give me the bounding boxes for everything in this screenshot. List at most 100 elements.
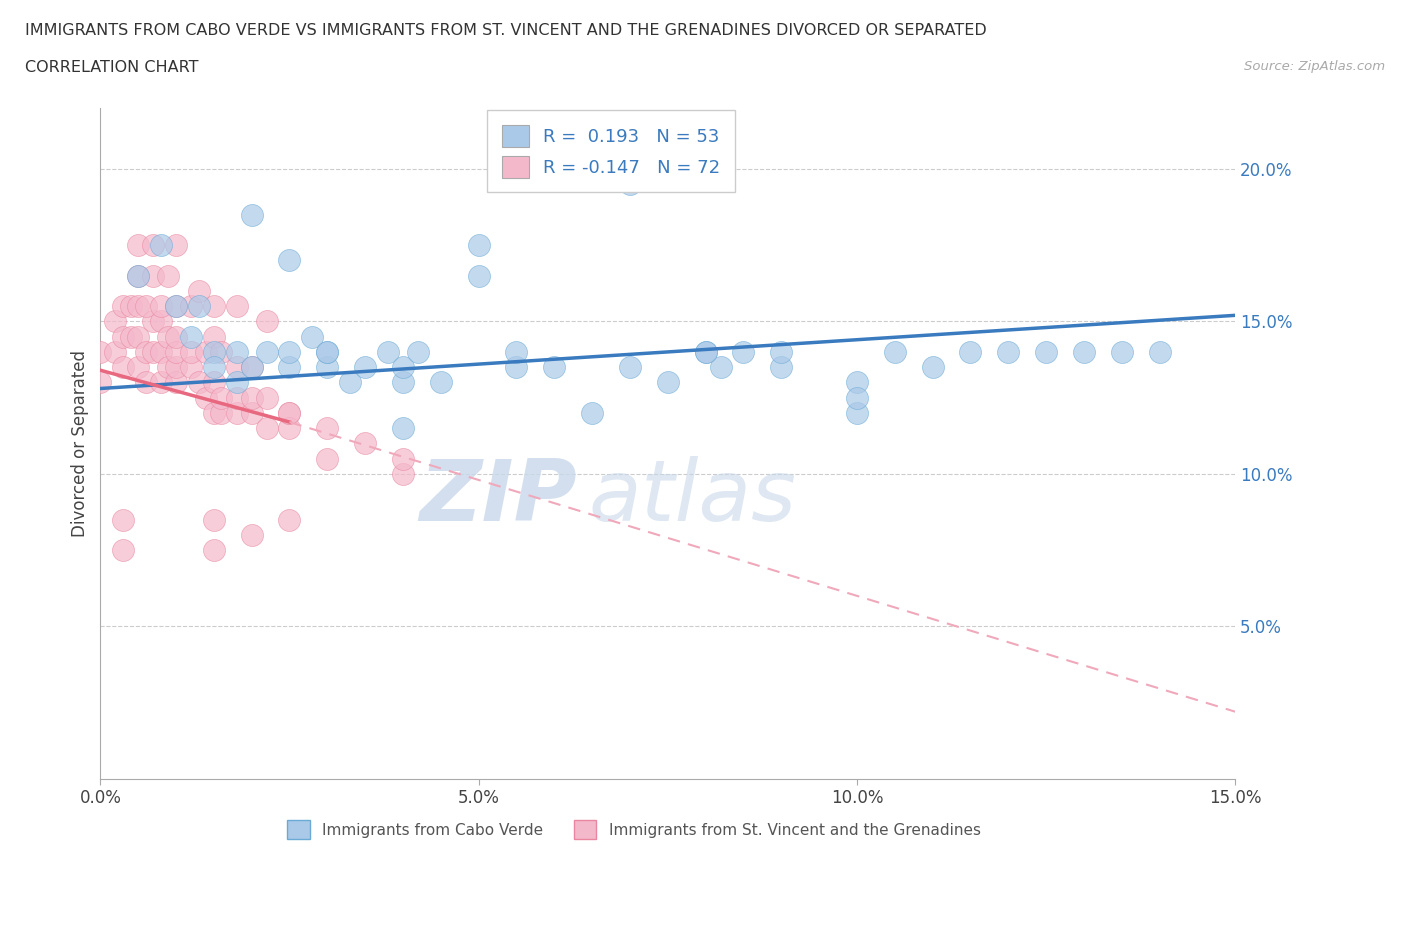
Text: ZIP: ZIP — [419, 456, 576, 538]
Point — [733, 344, 755, 359]
Point — [187, 375, 209, 390]
Point — [202, 329, 225, 344]
Point — [278, 420, 301, 435]
Point — [256, 391, 278, 405]
Point — [104, 344, 127, 359]
Point — [165, 299, 187, 313]
Point — [225, 360, 247, 375]
Point — [142, 268, 165, 283]
Point — [240, 360, 263, 375]
Point — [240, 405, 263, 420]
Text: Source: ZipAtlas.com: Source: ZipAtlas.com — [1244, 60, 1385, 73]
Point — [157, 329, 180, 344]
Point — [392, 467, 415, 482]
Point — [710, 360, 733, 375]
Point — [112, 360, 135, 375]
Point — [165, 360, 187, 375]
Point — [127, 268, 149, 283]
Point — [127, 268, 149, 283]
Point — [997, 344, 1019, 359]
Text: atlas: atlas — [588, 456, 796, 538]
Point — [225, 391, 247, 405]
Point — [301, 329, 323, 344]
Point — [127, 360, 149, 375]
Point — [354, 360, 377, 375]
Point — [127, 299, 149, 313]
Point — [392, 420, 415, 435]
Point — [1149, 344, 1171, 359]
Text: CORRELATION CHART: CORRELATION CHART — [25, 60, 198, 75]
Point — [467, 238, 489, 253]
Point — [187, 284, 209, 299]
Point — [142, 314, 165, 329]
Point — [104, 314, 127, 329]
Point — [240, 360, 263, 375]
Point — [180, 344, 202, 359]
Point — [225, 344, 247, 359]
Point — [202, 512, 225, 527]
Point — [165, 329, 187, 344]
Point — [392, 360, 415, 375]
Point — [149, 238, 172, 253]
Point — [339, 375, 361, 390]
Point — [316, 344, 339, 359]
Point — [316, 360, 339, 375]
Y-axis label: Divorced or Separated: Divorced or Separated — [72, 350, 89, 537]
Point — [225, 405, 247, 420]
Point — [157, 268, 180, 283]
Point — [240, 391, 263, 405]
Point — [316, 451, 339, 466]
Point — [180, 329, 202, 344]
Point — [657, 375, 679, 390]
Point — [278, 253, 301, 268]
Point — [430, 375, 453, 390]
Point — [120, 299, 142, 313]
Point — [112, 512, 135, 527]
Point — [959, 344, 981, 359]
Point — [377, 344, 399, 359]
Point — [278, 512, 301, 527]
Point — [467, 268, 489, 283]
Point — [149, 314, 172, 329]
Point — [202, 360, 225, 375]
Point — [195, 344, 218, 359]
Point — [505, 344, 527, 359]
Point — [316, 420, 339, 435]
Point — [135, 375, 157, 390]
Point — [225, 299, 247, 313]
Point — [883, 344, 905, 359]
Point — [187, 299, 209, 313]
Point — [157, 360, 180, 375]
Point — [392, 451, 415, 466]
Point — [165, 375, 187, 390]
Point — [845, 405, 868, 420]
Point — [240, 207, 263, 222]
Point — [89, 344, 111, 359]
Point — [921, 360, 943, 375]
Point — [180, 360, 202, 375]
Point — [202, 344, 225, 359]
Point — [209, 405, 232, 420]
Point — [112, 543, 135, 558]
Point — [278, 344, 301, 359]
Point — [505, 360, 527, 375]
Point — [149, 375, 172, 390]
Point — [209, 344, 232, 359]
Point — [127, 329, 149, 344]
Point — [770, 344, 793, 359]
Point — [770, 360, 793, 375]
Point — [278, 405, 301, 420]
Point — [149, 344, 172, 359]
Point — [209, 391, 232, 405]
Point — [180, 299, 202, 313]
Point — [256, 314, 278, 329]
Point — [142, 344, 165, 359]
Point — [845, 375, 868, 390]
Point — [165, 238, 187, 253]
Point — [142, 238, 165, 253]
Point — [619, 360, 641, 375]
Legend: Immigrants from Cabo Verde, Immigrants from St. Vincent and the Grenadines: Immigrants from Cabo Verde, Immigrants f… — [281, 814, 987, 845]
Point — [165, 299, 187, 313]
Point — [202, 375, 225, 390]
Point — [278, 360, 301, 375]
